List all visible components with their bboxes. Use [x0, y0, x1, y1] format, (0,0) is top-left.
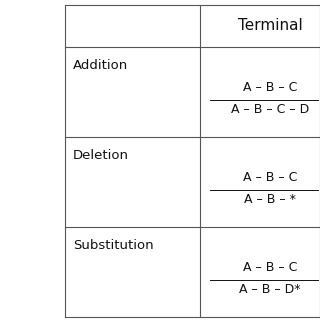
Text: Substitution: Substitution	[73, 239, 154, 252]
Text: A – B – C: A – B – C	[243, 261, 297, 274]
Text: A – B – C: A – B – C	[243, 81, 297, 94]
Text: A – B – C – D: A – B – C – D	[231, 103, 309, 116]
Text: Addition: Addition	[73, 59, 128, 72]
Text: A – B – D*: A – B – D*	[239, 283, 301, 296]
Text: Deletion: Deletion	[73, 149, 129, 162]
Text: Terminal: Terminal	[238, 19, 302, 34]
Text: A – B – C: A – B – C	[243, 171, 297, 184]
Text: A – B – *: A – B – *	[244, 193, 296, 206]
